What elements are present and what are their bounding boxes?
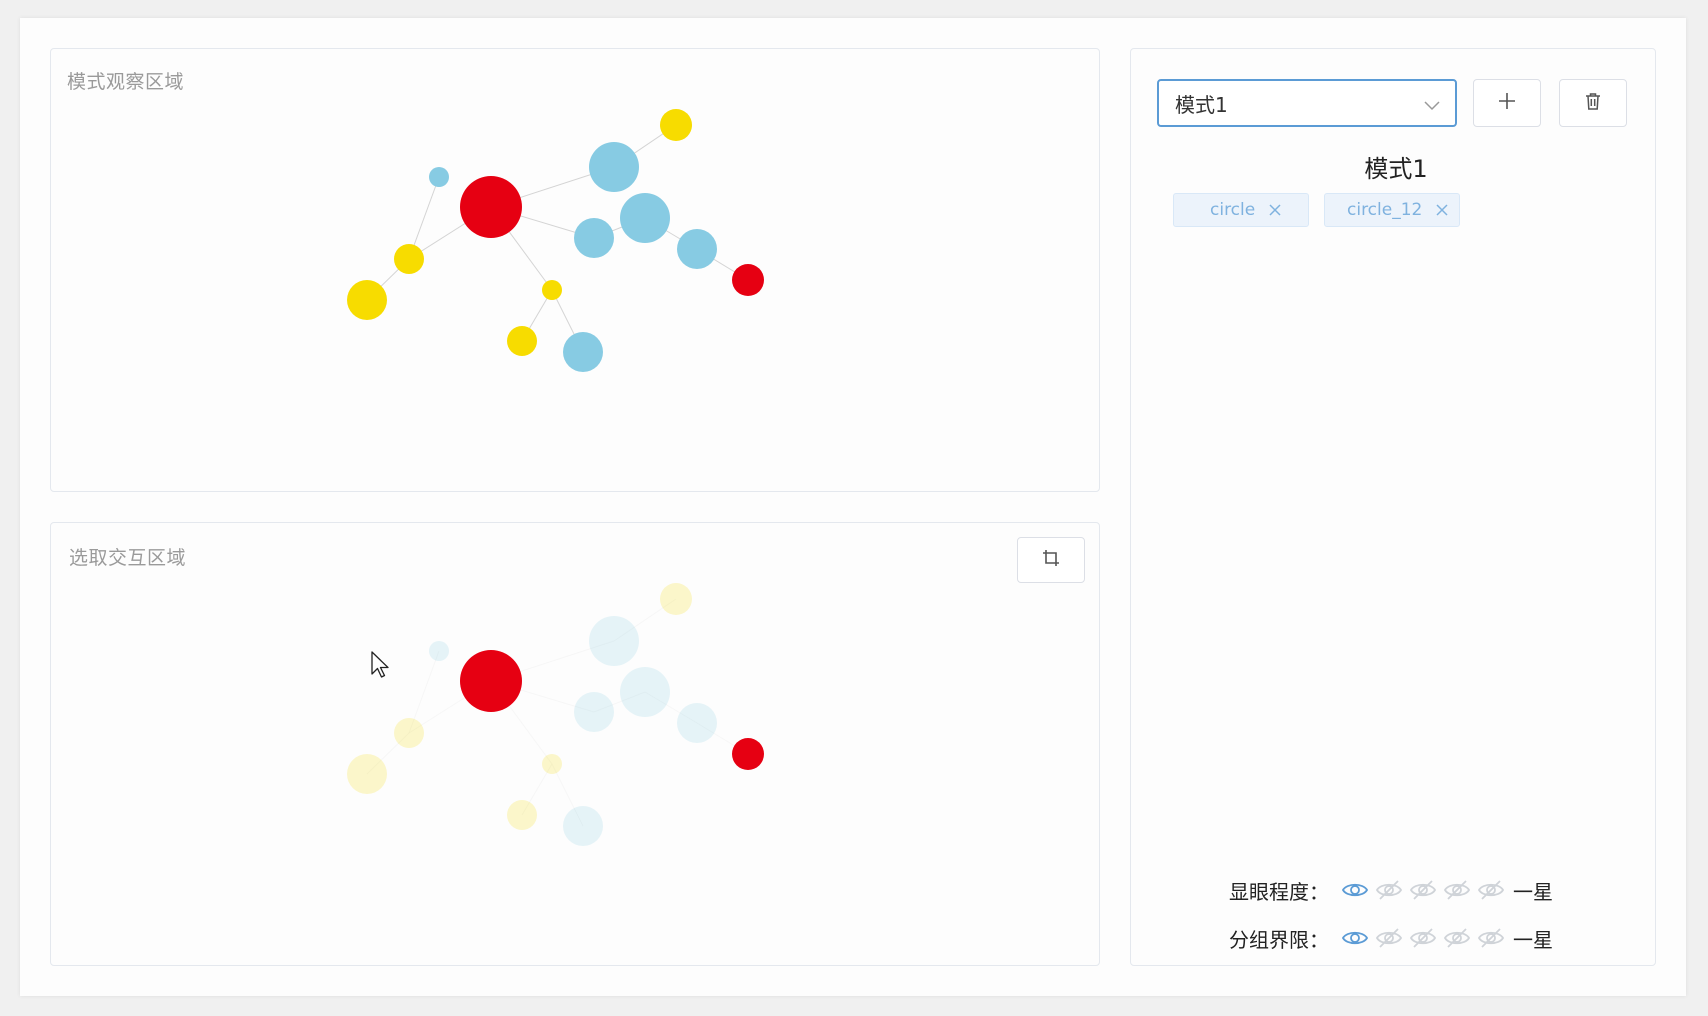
graph-node-yellow[interactable]	[507, 800, 537, 830]
trash-icon	[1583, 91, 1603, 115]
graph-node-yellow	[507, 326, 537, 356]
graph-node-blue	[620, 193, 670, 243]
graph-node-blue[interactable]	[563, 806, 603, 846]
graph-node-blue[interactable]	[574, 692, 614, 732]
visibility-rating-value: 一星	[1513, 879, 1553, 904]
pattern-settings-panel: 模式1 模式1 circle circle_12 显眼程度： 一星	[1130, 48, 1656, 966]
pattern-observation-panel: 模式观察区域	[50, 48, 1100, 492]
tag-label: circle_12	[1347, 200, 1423, 220]
graph-node-blue[interactable]	[429, 641, 449, 661]
grouping-rating-label: 分组界限：	[1229, 927, 1329, 952]
graph-node-yellow	[347, 280, 387, 320]
eye-off-icon[interactable]	[1409, 927, 1437, 949]
add-pattern-button[interactable]	[1473, 79, 1541, 127]
pattern-title: 模式1	[1364, 155, 1428, 183]
graph-node-red	[460, 176, 522, 238]
pattern-select[interactable]: 模式1	[1157, 79, 1457, 127]
eye-off-icon[interactable]	[1477, 927, 1505, 949]
graph-node-red[interactable]	[460, 650, 522, 712]
graph-node-yellow	[394, 244, 424, 274]
close-icon[interactable]	[1269, 204, 1281, 216]
graph-node-yellow	[542, 280, 562, 300]
grouping-rating-value: 一星	[1513, 927, 1553, 952]
eye-off-icon[interactable]	[1443, 927, 1471, 949]
chevron-down-icon	[1423, 95, 1441, 119]
graph-edge	[408, 650, 440, 734]
crop-button[interactable]	[1017, 537, 1085, 583]
graph-edge	[521, 763, 553, 816]
grouping-boundary-rating-row: 分组界限： 一星	[1229, 923, 1553, 953]
eye-off-icon[interactable]	[1477, 879, 1505, 901]
graph-edge	[551, 763, 584, 827]
graph-node-blue[interactable]	[620, 667, 670, 717]
observation-graph	[347, 109, 764, 372]
pattern-select-value: 模式1	[1175, 92, 1228, 117]
mouse-pointer-icon	[370, 650, 392, 684]
graph-node-red[interactable]	[732, 738, 764, 770]
graph-edge	[613, 598, 677, 642]
graph-node-blue	[563, 332, 603, 372]
selection-interaction-panel: 选取交互区域	[50, 522, 1100, 966]
graph-edge	[644, 691, 698, 724]
graph-node-yellow	[660, 109, 692, 141]
delete-pattern-button[interactable]	[1559, 79, 1627, 127]
eye-off-icon[interactable]	[1443, 879, 1471, 901]
tag-circle-12: circle_12	[1324, 193, 1460, 227]
tag-label: circle	[1210, 200, 1256, 220]
graph-node-blue[interactable]	[677, 703, 717, 743]
visibility-rating-label: 显眼程度：	[1229, 879, 1329, 904]
eye-off-icon[interactable]	[1375, 879, 1403, 901]
graph-node-blue[interactable]	[589, 616, 639, 666]
graph-edge	[593, 691, 646, 713]
crop-icon	[1041, 548, 1061, 572]
graph-edge	[366, 732, 410, 775]
grouping-rating-eyes[interactable]	[1335, 927, 1505, 949]
eye-icon[interactable]	[1341, 879, 1369, 901]
graph-node-yellow[interactable]	[347, 754, 387, 794]
eye-off-icon[interactable]	[1409, 879, 1437, 901]
visibility-rating-row: 显眼程度： 一星	[1229, 875, 1553, 905]
plus-icon	[1497, 91, 1517, 115]
graph-node-yellow[interactable]	[542, 754, 562, 774]
selection-graph[interactable]	[51, 523, 1099, 965]
graph-node-blue	[677, 229, 717, 269]
visibility-rating-eyes[interactable]	[1335, 879, 1505, 901]
graph-node-yellow[interactable]	[660, 583, 692, 615]
eye-off-icon[interactable]	[1375, 927, 1403, 949]
close-icon[interactable]	[1436, 204, 1448, 216]
eye-icon[interactable]	[1341, 927, 1369, 949]
graph-node-red	[732, 264, 764, 296]
graph-node-blue	[574, 218, 614, 258]
graph-node-blue	[589, 142, 639, 192]
tag-circle: circle	[1173, 193, 1309, 227]
graph-node-yellow[interactable]	[394, 718, 424, 748]
selection-panel-title: 选取交互区域	[69, 547, 187, 569]
observation-panel-title: 模式观察区域	[67, 71, 185, 93]
graph-node-blue	[429, 167, 449, 187]
